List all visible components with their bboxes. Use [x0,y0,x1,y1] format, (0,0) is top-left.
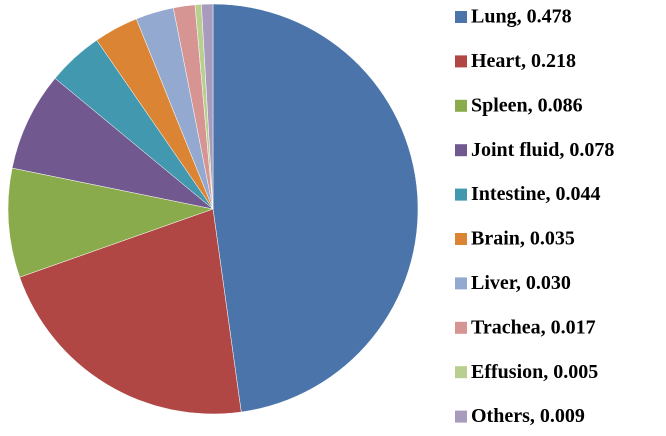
legend-swatch [455,366,467,379]
legend-swatch [455,144,467,157]
legend-label: Intestine, 0.044 [471,183,600,205]
pie-slice [212,3,419,413]
legend-swatch [455,321,467,334]
legend-swatch [455,410,467,423]
legend-label: Heart, 0.218 [471,50,576,72]
legend-swatch [455,233,467,245]
pie-slice [201,3,214,210]
legend-swatch [455,55,467,68]
legend-label: Spleen, 0.086 [471,94,583,116]
legend-swatch [455,277,467,290]
legend-label: Trachea, 0.017 [471,316,596,338]
legend-label: Joint fluid, 0.078 [471,139,614,161]
legend-label: Lung, 0.478 [471,6,572,28]
legend-label: Effusion, 0.005 [471,361,598,383]
pie-slice [7,167,214,278]
pie-slice [19,208,242,415]
pie-slice [11,77,214,210]
legend-swatch [455,188,467,201]
legend-swatch [455,11,467,23]
legend-label: Liver, 0.030 [471,272,571,294]
legend-label: Others, 0.009 [471,405,585,427]
legend-label: Brain, 0.035 [471,228,575,250]
legend-swatch [455,99,467,112]
